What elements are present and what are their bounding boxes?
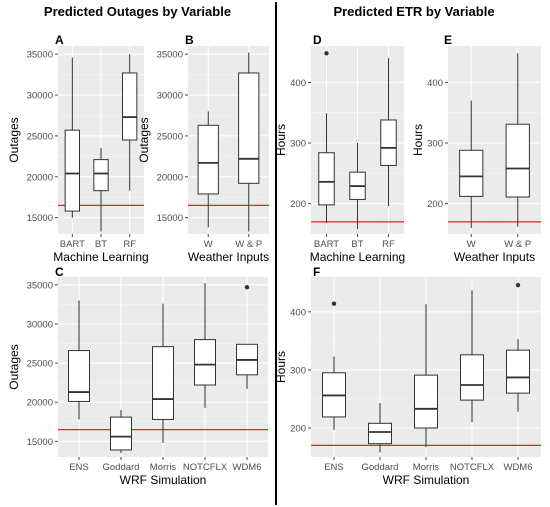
panel-C-x-tick-label: Goddard xyxy=(103,462,140,473)
panel-C-box-goddard xyxy=(110,416,132,451)
panel-D-x-tick-label: BART xyxy=(314,239,339,250)
panel-B-y-axis-title: Outages xyxy=(137,117,151,162)
panel-F-box-ens-outlier xyxy=(331,301,337,306)
panel-C-x-tick-label: Morris xyxy=(150,462,177,473)
panel-E-x-tick-label: W & P xyxy=(504,239,531,250)
panel-D-x-axis-title: Machine Learning xyxy=(310,250,405,264)
panel-D-box-bart-outlier xyxy=(324,51,329,56)
panel-B-y-tick-label: 15000 xyxy=(157,213,183,224)
left-heading: Predicted Outages by Variable xyxy=(43,4,232,19)
panel-C-letter: C xyxy=(55,265,64,279)
panel-C-y-tick-label: 25000 xyxy=(27,359,53,370)
panel-E-y-tick-label: 200 xyxy=(427,199,443,210)
panel-B-x-tick-label: W xyxy=(204,239,213,250)
panel-C-y-tick-label: 35000 xyxy=(27,280,53,291)
panel-F-box-goddard xyxy=(368,422,392,445)
panel-B-box-w-p xyxy=(238,72,260,184)
panel-F-letter: F xyxy=(313,265,320,279)
panel-D-x-tick-label: RF xyxy=(382,239,395,250)
panel-A-x-tick-label: BT xyxy=(95,239,107,250)
panel-F-x-tick-label: WDM6 xyxy=(503,462,532,473)
panel-E-letter: E xyxy=(444,33,452,47)
panel-F-box-wdm6-outlier xyxy=(515,282,521,288)
panel-C-x-tick-label: ENS xyxy=(69,462,89,473)
panel-B-box-w xyxy=(197,124,219,195)
panel-F-box-notcflx xyxy=(460,354,484,401)
panel-A-y-axis-title: Outages xyxy=(7,117,21,162)
panel-F-y-tick-label: 200 xyxy=(290,423,306,434)
panel-E-y-axis-title: Hours xyxy=(411,124,425,156)
panel-E-box-w xyxy=(459,149,484,197)
panel-F-x-axis-title: WRF Simulation xyxy=(383,473,470,487)
panel-F-x-tick-label: Goddard xyxy=(362,462,399,473)
panel-A-x-tick-label: BART xyxy=(60,239,85,250)
panel-C-x-tick-label: WDM6 xyxy=(232,462,261,473)
panel-F-x-tick-label: NOTCFLX xyxy=(450,462,495,473)
panel-E-y-tick-label: 300 xyxy=(427,139,443,150)
panel-D-x-tick-label: BT xyxy=(351,239,363,250)
panel-F-y-tick-label: 400 xyxy=(290,307,306,318)
panel-C-y-tick-label: 15000 xyxy=(27,437,53,448)
panel-B-x-axis-title: Weather Inputs xyxy=(188,250,269,264)
panel-D-y-tick-label: 400 xyxy=(290,78,306,89)
panel-B-y-tick-label: 20000 xyxy=(157,172,183,183)
panel-D-box-rf xyxy=(380,119,397,166)
panel-A-x-axis-title: Machine Learning xyxy=(53,250,148,264)
panel-A-y-tick-label: 35000 xyxy=(27,50,53,61)
panel-B-y-tick-label: 25000 xyxy=(157,131,183,142)
panel-F-x-tick-label: Morris xyxy=(413,462,440,473)
section-divider xyxy=(275,2,277,505)
panel-A-box-bt xyxy=(93,159,109,192)
panel-A-y-tick-label: 25000 xyxy=(27,131,53,142)
panel-A-y-tick-label: 15000 xyxy=(27,213,53,224)
panel-E-x-tick-label: W xyxy=(467,239,476,250)
panel-A-y-tick-label: 20000 xyxy=(27,172,53,183)
panel-D-y-tick-label: 200 xyxy=(290,199,306,210)
panel-C-y-axis-title: Outages xyxy=(7,344,21,389)
panel-B-letter: B xyxy=(185,33,194,47)
panel-F-box-wdm6 xyxy=(506,349,530,394)
panel-C-box-notcflx xyxy=(194,339,216,386)
panel-C-box-morris xyxy=(152,346,174,420)
panel-E-box-w-p xyxy=(505,123,530,198)
panel-C-x-tick-label: NOTCFLX xyxy=(183,462,228,473)
panel-A-x-tick-label: RF xyxy=(123,239,136,250)
panel-A-letter: A xyxy=(55,33,64,47)
panel-F-box-morris xyxy=(414,374,438,429)
panel-C-y-tick-label: 20000 xyxy=(27,398,53,409)
panel-A-box-bart xyxy=(64,129,80,212)
panel-A-y-tick-label: 30000 xyxy=(27,91,53,102)
panel-F-y-tick-label: 300 xyxy=(290,365,306,376)
panel-E-y-tick-label: 400 xyxy=(427,78,443,89)
panel-D-letter: D xyxy=(313,33,322,47)
panel-E-x-axis-title: Weather Inputs xyxy=(454,250,535,264)
panel-D-y-tick-label: 300 xyxy=(290,139,306,150)
panel-B-y-tick-label: 35000 xyxy=(157,50,183,61)
panel-C-y-tick-label: 30000 xyxy=(27,319,53,330)
panel-D-box-bart xyxy=(318,152,335,206)
right-heading: Predicted ETR by Variable xyxy=(333,4,495,19)
panel-B-x-tick-label: W & P xyxy=(235,239,262,250)
panel-F-y-axis-title: Hours xyxy=(274,351,288,383)
panel-C-x-axis-title: WRF Simulation xyxy=(120,473,207,487)
panel-C-box-wdm6-outlier xyxy=(244,284,250,290)
panel-D-y-axis-title: Hours xyxy=(274,124,288,156)
panel-A-box-rf xyxy=(122,72,138,141)
panel-B-y-tick-label: 30000 xyxy=(157,91,183,102)
panel-C-box-ens xyxy=(68,350,90,402)
panel-F-x-tick-label: ENS xyxy=(324,462,344,473)
